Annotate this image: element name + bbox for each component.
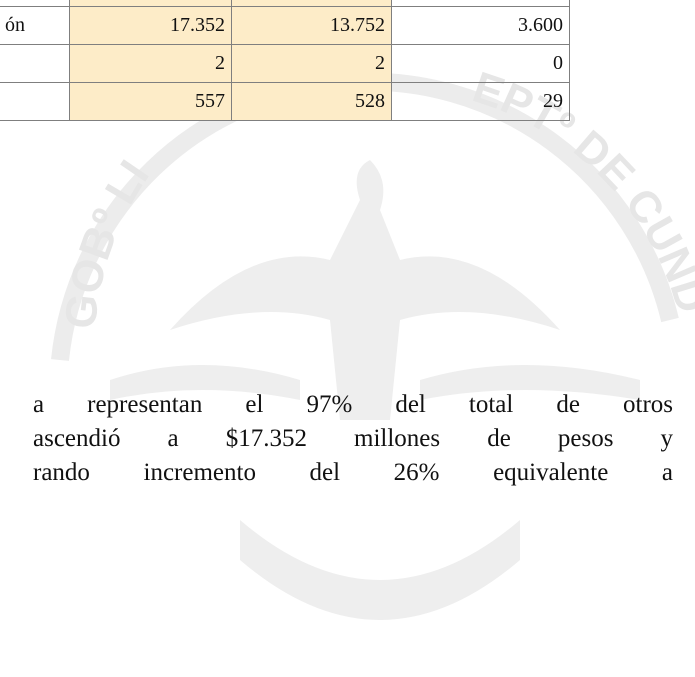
table-cell: 2: [231, 44, 392, 83]
paragraph-line: a representan el 97% del total de otros: [33, 391, 673, 418]
paragraph: a representan el 97% del total de otros a…: [33, 388, 673, 490]
watermark-eagle: [110, 160, 640, 620]
paragraph-line: rando incremento del 26% equivalente a: [33, 459, 673, 486]
data-table: 17.91114.2823.629ón17.35213.7523.6002205…: [0, 0, 570, 121]
table-cell: 3.600: [391, 6, 570, 45]
table-cell: 528: [231, 82, 392, 121]
table-cell: 13.752: [231, 6, 392, 45]
row-label: [0, 82, 70, 121]
table-row: ón 17.352 13.752 3.600: [0, 6, 570, 45]
table-cell: 17.352: [69, 6, 232, 45]
table-row: 557 528 29: [0, 82, 570, 121]
row-label: ón: [0, 6, 70, 45]
row-label: [0, 44, 70, 83]
paragraph-line: ascendió a $17.352 millones de pesos y: [33, 425, 673, 452]
table-cell: 2: [69, 44, 232, 83]
table-cell: 557: [69, 82, 232, 121]
table-cell: 29: [391, 82, 570, 121]
watermark-text: GOBº LI: [56, 152, 159, 331]
table-cell: 0: [391, 44, 570, 83]
